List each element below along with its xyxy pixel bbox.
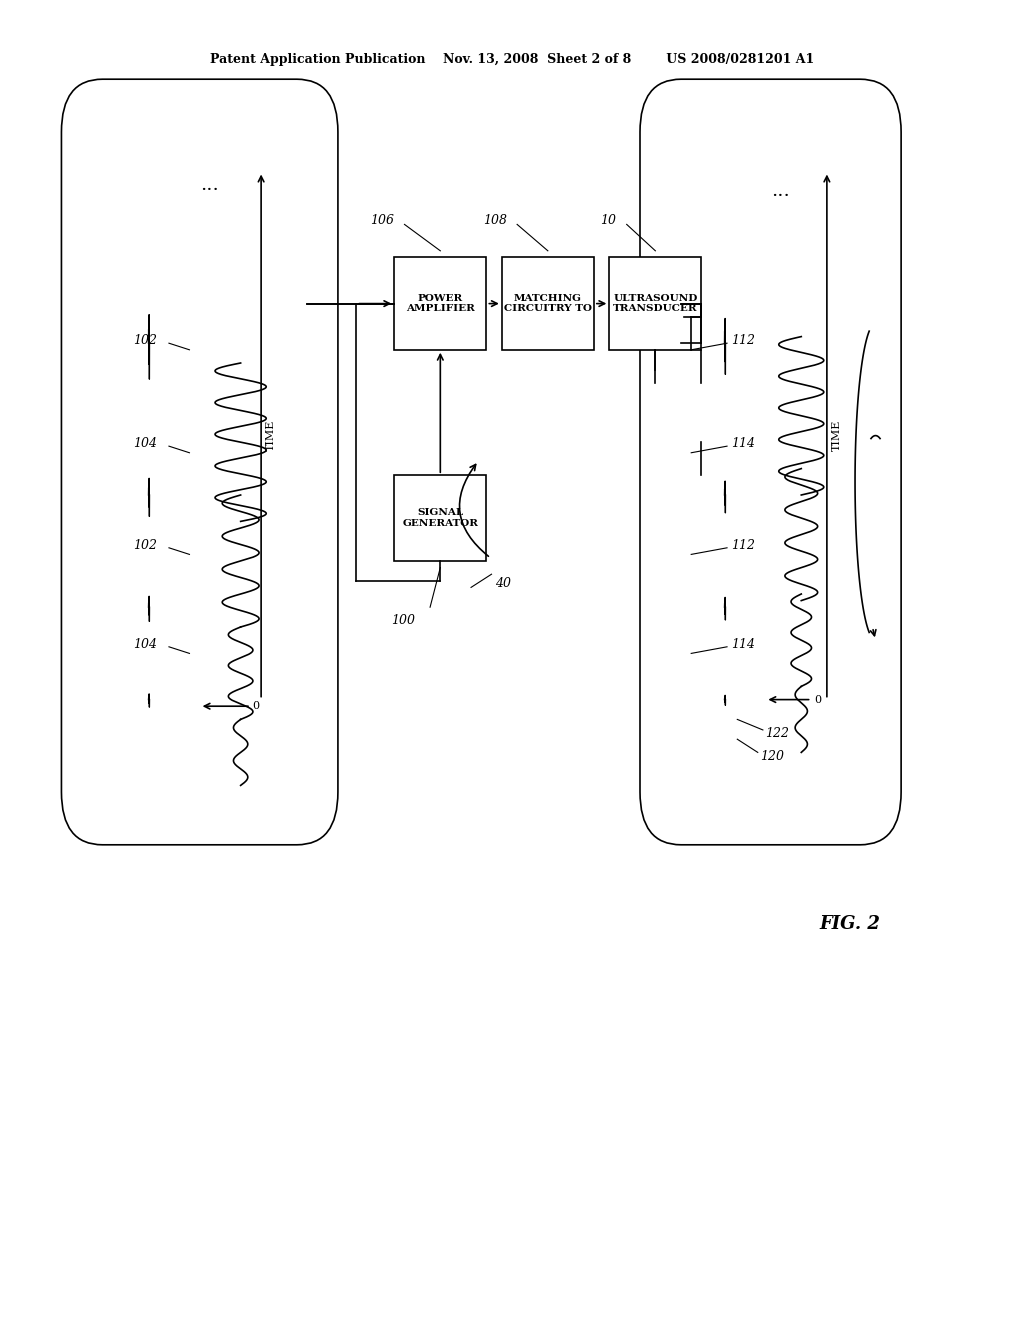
Text: ...: ...	[201, 176, 219, 194]
Text: Patent Application Publication    Nov. 13, 2008  Sheet 2 of 8        US 2008/028: Patent Application Publication Nov. 13, …	[210, 53, 814, 66]
Bar	[609, 257, 701, 350]
FancyBboxPatch shape	[640, 79, 901, 845]
Text: 120: 120	[760, 750, 783, 763]
Bar	[394, 257, 486, 350]
Text: 102: 102	[133, 334, 157, 347]
FancyBboxPatch shape	[61, 79, 338, 845]
Text: TIME: TIME	[833, 420, 842, 451]
Text: 102: 102	[133, 539, 157, 552]
Text: 114: 114	[731, 437, 755, 450]
Text: ULTRASOUND
TRANSDUCER: ULTRASOUND TRANSDUCER	[613, 294, 697, 313]
Text: 106: 106	[371, 214, 394, 227]
Text: ...: ...	[771, 182, 791, 201]
Text: FIG. 2: FIG. 2	[819, 915, 881, 933]
Text: MATCHING
CIRCUITRY TO: MATCHING CIRCUITRY TO	[504, 294, 592, 313]
Text: 114: 114	[731, 638, 755, 651]
Text: 122: 122	[765, 727, 788, 741]
Text: 40: 40	[495, 577, 511, 590]
Text: 104: 104	[133, 437, 157, 450]
Bar	[394, 475, 486, 561]
Text: POWER
AMPLIFIER: POWER AMPLIFIER	[406, 294, 475, 313]
Text: TIME: TIME	[266, 420, 276, 451]
Text: SIGNAL
GENERATOR: SIGNAL GENERATOR	[402, 508, 478, 528]
Text: 0: 0	[814, 694, 821, 705]
Text: 0: 0	[253, 701, 259, 711]
Text: 112: 112	[731, 539, 755, 552]
Text: 104: 104	[133, 638, 157, 651]
Text: 100: 100	[391, 614, 415, 627]
Text: 108: 108	[483, 214, 507, 227]
Bar	[502, 257, 594, 350]
Text: 10: 10	[600, 214, 616, 227]
Text: 112: 112	[731, 334, 755, 347]
